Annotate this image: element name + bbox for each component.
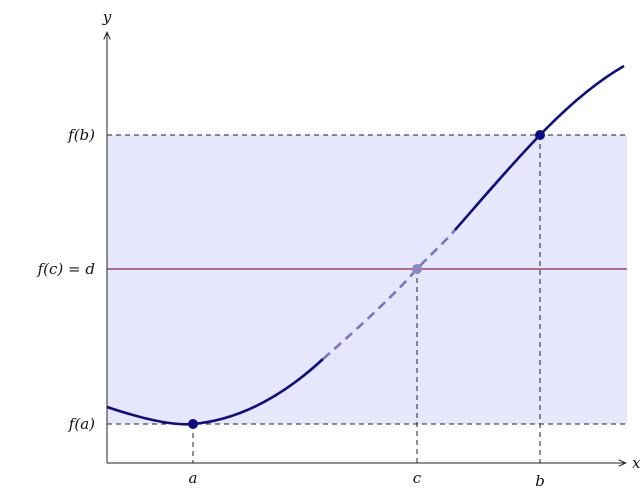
range-band xyxy=(107,135,627,424)
x-axis-label: x xyxy=(632,454,641,472)
label-c: c xyxy=(413,469,422,487)
curve-solid-left xyxy=(106,358,324,426)
label-a: a xyxy=(189,469,198,487)
curve-dashed-middle xyxy=(322,229,456,360)
label-fb: f(b) xyxy=(67,126,95,144)
y-axis-label: y xyxy=(102,8,112,26)
label-b: b xyxy=(535,472,545,490)
label-fa: f(a) xyxy=(68,415,95,433)
point-a xyxy=(188,419,198,429)
point-b xyxy=(535,130,545,140)
label-fc: f(c) = d xyxy=(37,260,95,278)
point-c xyxy=(412,264,422,274)
